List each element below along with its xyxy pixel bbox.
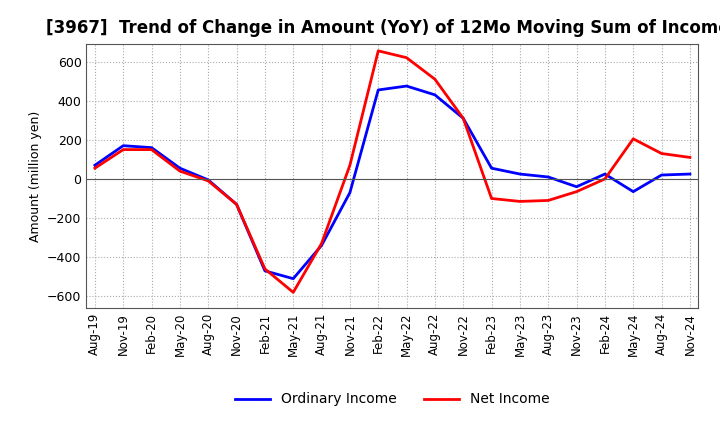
Net Income [516,199,524,204]
Ordinary Income [91,163,99,168]
Y-axis label: Amount (million yen): Amount (million yen) [29,110,42,242]
Net Income [289,290,297,295]
Net Income [233,202,241,207]
Legend: Ordinary Income, Net Income: Ordinary Income, Net Income [230,387,555,412]
Net Income [544,198,552,203]
Ordinary Income [685,172,694,177]
Ordinary Income [261,268,269,274]
Net Income [148,147,156,152]
Line: Ordinary Income: Ordinary Income [95,86,690,279]
Ordinary Income [176,165,184,171]
Ordinary Income [233,202,241,207]
Net Income [346,163,354,168]
Net Income [629,136,637,142]
Net Income [685,155,694,160]
Ordinary Income [544,174,552,180]
Net Income [459,116,467,121]
Ordinary Income [431,92,439,98]
Net Income [91,165,99,171]
Ordinary Income [459,116,467,121]
Ordinary Income [318,243,326,248]
Net Income [600,176,609,182]
Net Income [431,77,439,82]
Net Income [487,196,496,201]
Ordinary Income [487,165,496,171]
Ordinary Income [204,177,212,183]
Ordinary Income [289,276,297,281]
Ordinary Income [402,84,411,89]
Ordinary Income [600,172,609,177]
Net Income [657,151,666,156]
Ordinary Income [516,172,524,177]
Ordinary Income [346,190,354,195]
Title: [3967]  Trend of Change in Amount (YoY) of 12Mo Moving Sum of Incomes: [3967] Trend of Change in Amount (YoY) o… [45,19,720,37]
Ordinary Income [629,189,637,194]
Ordinary Income [657,172,666,178]
Ordinary Income [572,184,581,189]
Net Income [204,178,212,183]
Net Income [119,147,127,152]
Ordinary Income [119,143,127,148]
Net Income [261,266,269,271]
Net Income [572,189,581,194]
Ordinary Income [148,145,156,150]
Net Income [374,48,382,54]
Line: Net Income: Net Income [95,51,690,292]
Net Income [402,55,411,60]
Net Income [318,241,326,246]
Net Income [176,169,184,174]
Ordinary Income [374,87,382,92]
